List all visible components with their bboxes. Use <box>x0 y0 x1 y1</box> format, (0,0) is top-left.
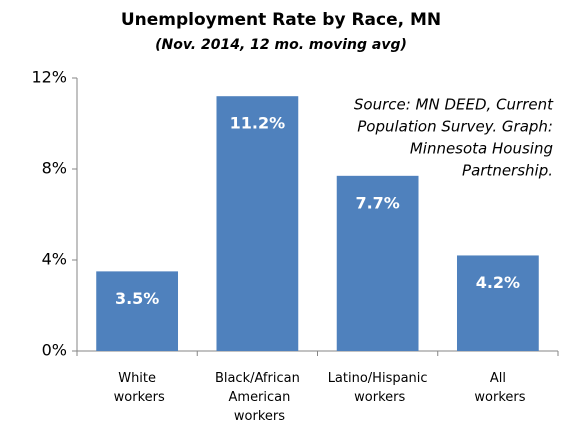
y-tick-label: 0% <box>42 341 67 360</box>
y-tick-label: 8% <box>42 159 67 178</box>
y-tick-label: 4% <box>42 250 67 269</box>
value-label: 7.7% <box>355 193 399 212</box>
x-tick-label: Black/African American workers <box>215 371 300 424</box>
chart-title: Unemployment Rate by Race, MN <box>121 10 441 30</box>
bar <box>216 96 299 351</box>
annotation: Partnership. <box>462 162 553 180</box>
value-label: 3.5% <box>115 289 159 308</box>
bar <box>336 175 419 351</box>
bar <box>96 271 179 351</box>
annotation: Population Survey. Graph: <box>357 118 553 136</box>
value-label: 11.2% <box>230 114 286 133</box>
x-tick-label: White workers <box>110 371 165 405</box>
x-tick-label: All workers <box>470 371 525 405</box>
x-tick-label: Latino/Hispanic workers <box>328 371 428 405</box>
annotation: Minnesota Housing <box>410 140 553 158</box>
y-tick-label: 12% <box>31 68 67 87</box>
bar <box>456 255 539 351</box>
annotation: Source: MN DEED, Current <box>354 96 554 114</box>
chart-subtitle: (Nov. 2014, 12 mo. moving avg) <box>155 37 407 53</box>
value-label: 4.2% <box>476 273 520 292</box>
